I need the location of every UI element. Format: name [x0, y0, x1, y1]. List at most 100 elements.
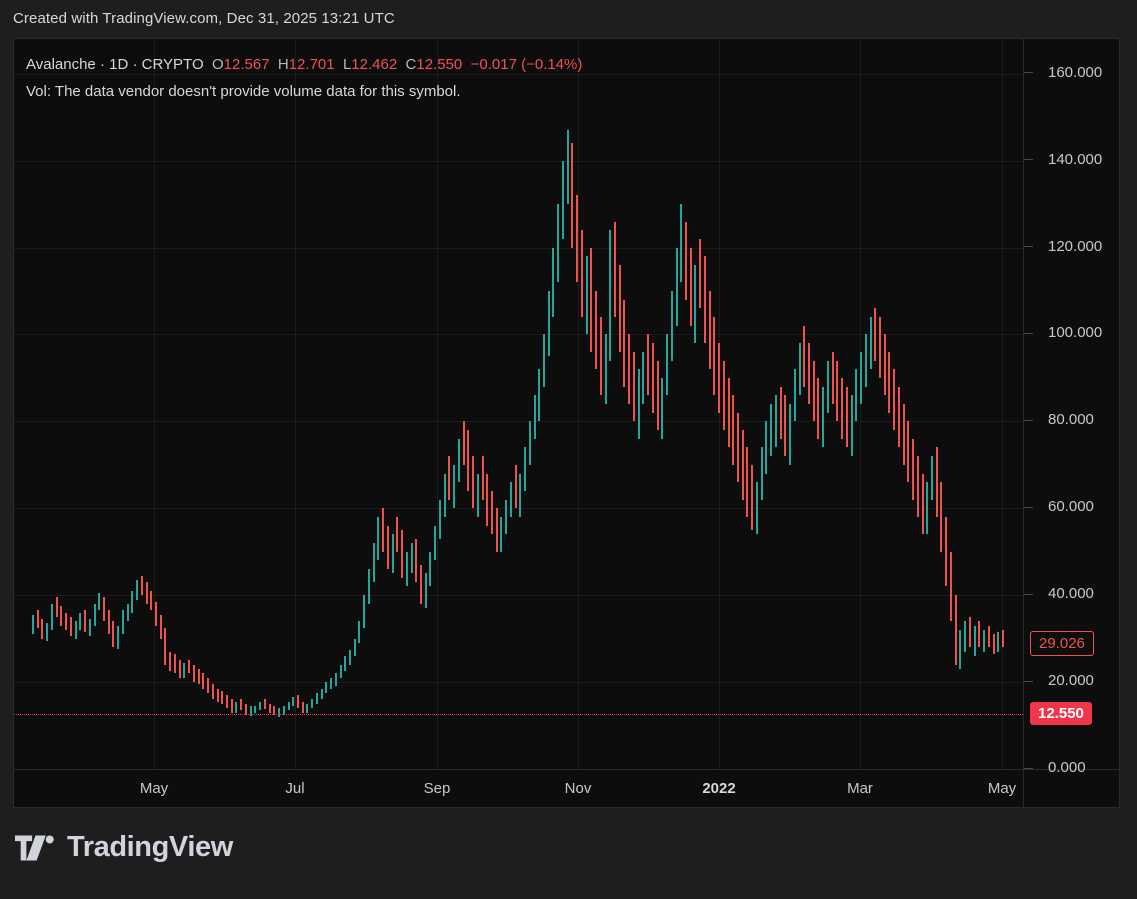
- candle-bar: [676, 247, 678, 326]
- candle-bar: [974, 625, 976, 656]
- candle-bar: [709, 291, 711, 370]
- time-tick-label: May: [987, 780, 1017, 797]
- chart-panel: Avalanche · 1D · CRYPTO O12.567 H12.701 …: [13, 38, 1120, 808]
- candle-bar: [288, 701, 290, 711]
- candle-bar: [657, 360, 659, 431]
- candle-bar: [212, 684, 214, 700]
- candle-bar: [718, 343, 720, 413]
- candle-bar: [1002, 629, 1004, 648]
- candle-bar: [259, 701, 261, 711]
- candle-bar: [60, 606, 62, 626]
- candle-bar: [993, 634, 995, 654]
- price-scale-separator: [1023, 39, 1024, 807]
- candle-bar: [51, 603, 53, 630]
- candle-bar: [112, 621, 114, 648]
- candle-bar: [217, 688, 219, 702]
- last-price-badge[interactable]: 12.550: [1030, 702, 1092, 726]
- price-scale[interactable]: 160.000 140.000 120.000 100.000 80.000 60.000…: [1024, 39, 1119, 776]
- time-tick-label: May: [139, 780, 169, 797]
- candle-bar: [893, 369, 895, 431]
- candle-bar: [888, 351, 890, 413]
- candle-bar: [146, 582, 148, 604]
- candle-bar: [870, 317, 872, 370]
- candle-bar: [605, 334, 607, 404]
- candle-bar: [363, 595, 365, 628]
- candle-bar: [922, 473, 924, 535]
- vertical-gridline: [1002, 39, 1003, 769]
- candle-bar: [340, 664, 342, 678]
- price-tick-label: 80.000: [1024, 411, 1117, 428]
- price-tick-label: 120.000: [1024, 238, 1117, 255]
- candle-bar: [803, 325, 805, 387]
- candle-bar: [746, 447, 748, 517]
- candle-bar: [552, 247, 554, 318]
- candle-bar: [874, 308, 876, 361]
- candle-bar: [576, 195, 578, 283]
- candle-bar: [505, 499, 507, 535]
- candle-bar: [817, 377, 819, 439]
- candle-bar: [136, 579, 138, 600]
- candle-bar: [794, 369, 796, 422]
- candle-bar: [945, 516, 947, 587]
- candle-bar: [846, 386, 848, 448]
- tradingview-logo-icon: [15, 834, 54, 861]
- candle-bar: [855, 369, 857, 422]
- price-tick-label: 60.000: [1024, 498, 1117, 515]
- candle-bar: [434, 525, 436, 561]
- candle-bar: [420, 564, 422, 604]
- candle-bar: [463, 421, 465, 465]
- price-tick-label: 40.000: [1024, 585, 1117, 602]
- candle-bar: [56, 597, 58, 617]
- candle-bar: [832, 351, 834, 404]
- price-tick-dash: [1024, 506, 1033, 508]
- candle-bar: [964, 621, 966, 652]
- candle-bar: [822, 386, 824, 448]
- candle-bar: [32, 614, 34, 635]
- candle-bar: [931, 456, 933, 500]
- candle-bar: [548, 291, 550, 357]
- price-plot-area[interactable]: [14, 39, 1023, 769]
- price-tick-label: 0.000: [1024, 759, 1117, 776]
- candle-bar: [940, 482, 942, 552]
- candle-bar: [633, 351, 635, 422]
- candle-bar: [429, 551, 431, 587]
- candle-bar: [392, 534, 394, 574]
- candle-bar: [912, 438, 914, 500]
- candle-bar: [453, 464, 455, 509]
- candle-bar: [836, 360, 838, 422]
- price-tick-dash: [1024, 246, 1033, 248]
- candle-bar: [699, 238, 701, 309]
- candle-bar: [851, 395, 853, 457]
- candle-bar: [841, 377, 843, 439]
- candle-bar: [661, 377, 663, 439]
- candle-bar: [89, 619, 91, 637]
- candle-bar: [188, 660, 190, 674]
- candle-bar: [775, 395, 777, 448]
- candle-bar: [444, 473, 446, 517]
- candle-bar: [983, 629, 985, 652]
- candle-bar: [183, 662, 185, 678]
- price-tick-dash: [1024, 332, 1033, 334]
- candle-bar: [614, 221, 616, 318]
- time-scale-separator: [14, 769, 1119, 770]
- candle-bar: [321, 688, 323, 700]
- candle-bar: [557, 204, 559, 283]
- candle-bar: [538, 369, 540, 422]
- horizontal-gridline: [14, 248, 1023, 249]
- candle-bar: [202, 673, 204, 689]
- candle-bar: [955, 595, 957, 665]
- candle-bar: [207, 677, 209, 693]
- attribution-text: Created with TradingView.com, Dec 31, 20…: [13, 10, 395, 27]
- candle-bar: [524, 447, 526, 491]
- time-scale[interactable]: May Jul Sep Nov 2022 Mar May: [14, 770, 1023, 807]
- candle-bar: [647, 334, 649, 396]
- candle-bar: [425, 573, 427, 609]
- candle-bar: [671, 291, 673, 361]
- candle-bar: [221, 690, 223, 704]
- high-marker-badge[interactable]: 29.026: [1030, 630, 1094, 656]
- candle-bar: [278, 708, 280, 717]
- price-tick-dash: [1024, 680, 1033, 682]
- price-tick-label: 20.000: [1024, 672, 1117, 689]
- candle-bar: [122, 610, 124, 635]
- candle-bar: [169, 651, 171, 672]
